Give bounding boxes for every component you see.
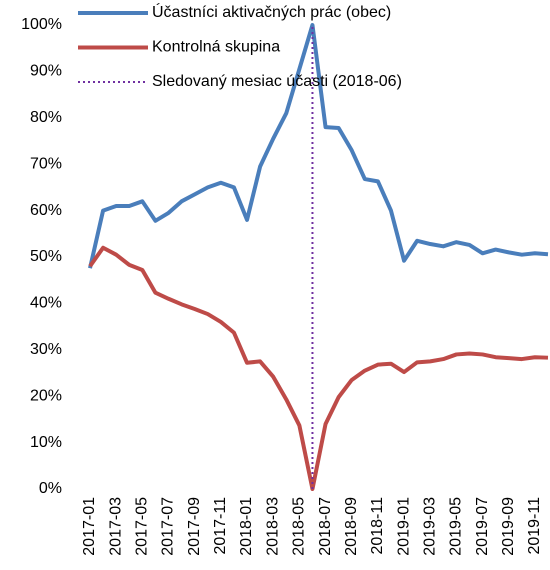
x-tick-label: 2019-11 (526, 497, 543, 555)
x-tick-label: 2017-03 (107, 497, 124, 556)
x-tick-label: 2017-07 (160, 497, 177, 556)
x-tick-label: 2019-05 (448, 497, 465, 556)
x-tick-label: 2018-01 (238, 497, 255, 556)
y-tick-label: 10% (30, 434, 62, 451)
x-tick-label: 2017-01 (81, 497, 98, 556)
series-line (88, 245, 549, 491)
x-tick-label: 2019-07 (474, 497, 491, 556)
x-tick-label: 2018-03 (264, 497, 281, 556)
y-tick-label: 0% (39, 480, 62, 497)
y-tick-label: 40% (30, 295, 62, 312)
y-tick-label: 80% (30, 109, 62, 126)
x-tick-label: 2018-09 (343, 497, 360, 556)
y-tick-label: 100% (21, 16, 62, 33)
y-tick-label: 90% (30, 63, 62, 80)
y-tick-label: 20% (30, 387, 62, 404)
y-tick-label: 30% (30, 341, 62, 358)
series-line (88, 23, 549, 269)
x-tick-label: 2017-09 (186, 497, 203, 556)
x-tick-label: 2018-11 (369, 497, 386, 555)
x-tick-label: 2019-03 (421, 497, 438, 556)
x-tick-label: 2019-09 (500, 497, 517, 556)
legend-label: Sledovaný mesiac účasti (2018-06) (152, 73, 402, 90)
y-tick-label: 60% (30, 202, 62, 219)
legend-label: Kontrolná skupina (152, 39, 280, 56)
x-tick-label: 2018-05 (291, 497, 308, 556)
y-tick-label: 70% (30, 155, 62, 172)
legend-label: Účastníci aktivačných prác (obec) (152, 2, 391, 21)
x-tick-label: 2017-05 (134, 497, 151, 556)
x-tick-label: 2017-11 (212, 497, 229, 555)
x-tick-label: 2018-07 (317, 497, 334, 556)
x-tick-label: 2019-01 (395, 497, 412, 556)
y-tick-label: 50% (30, 248, 62, 265)
